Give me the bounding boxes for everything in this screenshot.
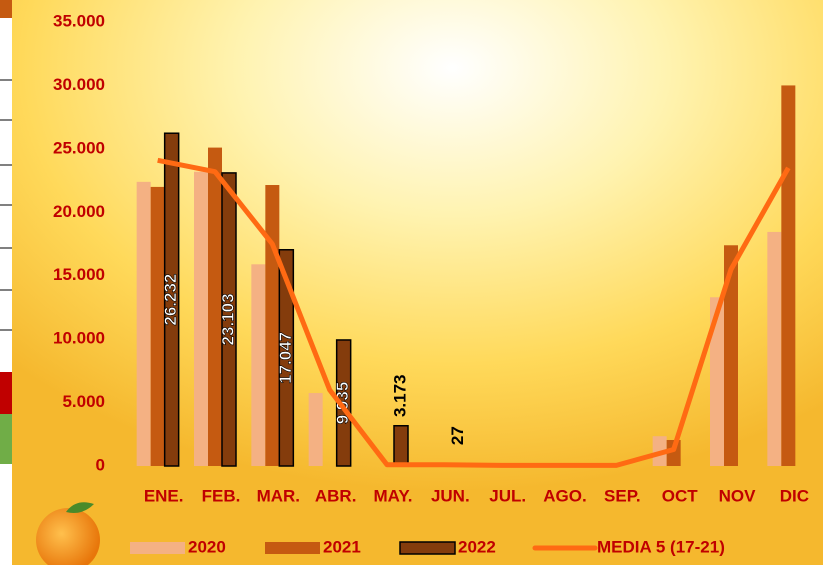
y-tick-label: 30.000 bbox=[53, 75, 105, 94]
x-tick-label: FEB. bbox=[202, 486, 241, 505]
x-tick-label: AGO. bbox=[543, 486, 586, 505]
chart: 0 5.000 10.000 15.000 20.000 25.000 30.000 35.0… bbox=[0, 0, 823, 565]
x-tick-label: OCT bbox=[662, 486, 699, 505]
x-tick-label: ABR. bbox=[315, 486, 357, 505]
x-tick-label: ENE. bbox=[144, 486, 184, 505]
y-tick-label: 25.000 bbox=[53, 138, 105, 157]
legend-swatch bbox=[265, 542, 320, 554]
data-label: 17.047 bbox=[276, 332, 295, 384]
y-tick-label: 5.000 bbox=[62, 392, 105, 411]
bar bbox=[394, 426, 408, 466]
data-label: 26.232 bbox=[161, 274, 180, 326]
bar bbox=[137, 182, 151, 466]
background bbox=[0, 0, 823, 565]
data-label: 23.103 bbox=[218, 293, 237, 345]
x-tick-label: JUN. bbox=[431, 486, 470, 505]
bar bbox=[781, 85, 795, 466]
data-label: 3.173 bbox=[390, 374, 409, 417]
legend-label: 2021 bbox=[323, 537, 361, 556]
x-tick-label: MAR. bbox=[257, 486, 300, 505]
x-tick-label: JUL. bbox=[489, 486, 526, 505]
x-tick-label: MAY. bbox=[373, 486, 412, 505]
x-tick-label: NOV bbox=[719, 486, 757, 505]
legend-swatch bbox=[400, 542, 455, 554]
bar bbox=[251, 264, 265, 466]
x-tick-label: DIC bbox=[780, 486, 809, 505]
y-tick-label: 10.000 bbox=[53, 329, 105, 348]
bar bbox=[194, 172, 208, 466]
y-tick-label: 20.000 bbox=[53, 202, 105, 221]
legend-label: 2022 bbox=[458, 537, 496, 556]
x-tick-label: SEP. bbox=[604, 486, 641, 505]
data-label: 27 bbox=[448, 426, 467, 445]
legend-label: 2020 bbox=[188, 537, 226, 556]
y-tick-label: 35.000 bbox=[53, 11, 105, 30]
legend-label: MEDIA 5 (17-21) bbox=[597, 537, 725, 556]
y-tick-label: 15.000 bbox=[53, 265, 105, 284]
bar bbox=[265, 185, 279, 466]
bar bbox=[309, 393, 323, 466]
bar bbox=[767, 232, 781, 466]
side-strip bbox=[0, 0, 12, 565]
legend-swatch bbox=[130, 542, 185, 554]
y-tick-label: 0 bbox=[96, 455, 105, 474]
